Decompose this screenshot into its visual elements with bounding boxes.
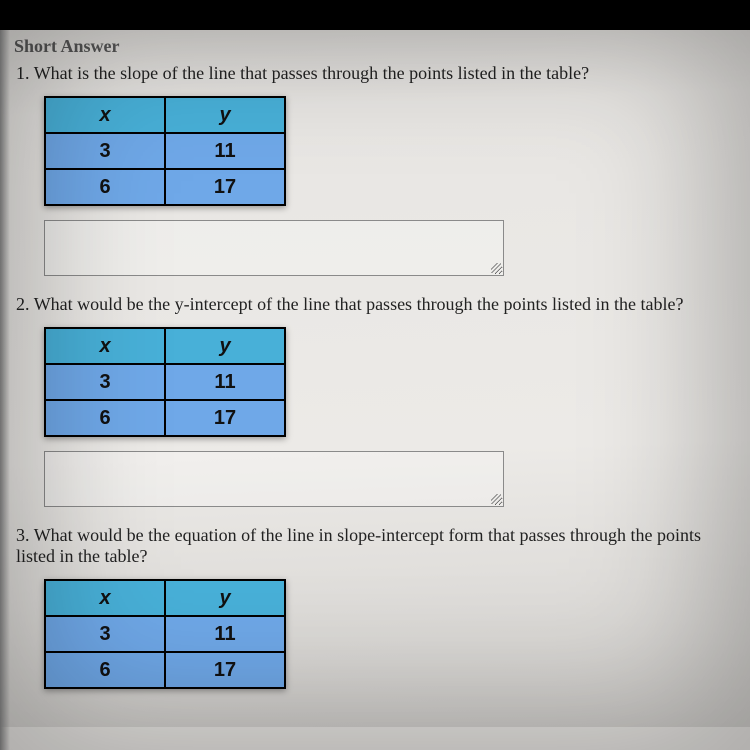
cell-y-1: 17 (165, 400, 285, 436)
section-title: Short Answer (14, 36, 736, 57)
question-2-text: 2. What would be the y-intercept of the … (16, 294, 736, 315)
data-table: x y 3 11 6 17 (44, 327, 286, 437)
cell-x-1: 6 (45, 169, 165, 205)
col-header-y: y (165, 328, 285, 364)
col-header-x: x (45, 328, 165, 364)
cell-x-0: 3 (45, 133, 165, 169)
question-1-number: 1. (16, 63, 30, 83)
question-2-number: 2. (16, 294, 30, 314)
question-3-table: x y 3 11 6 17 (44, 579, 736, 689)
cell-y-0: 11 (165, 133, 285, 169)
cell-x-1: 6 (45, 652, 165, 688)
col-header-y: y (165, 580, 285, 616)
cell-x-0: 3 (45, 364, 165, 400)
cell-y-0: 11 (165, 364, 285, 400)
data-table: x y 3 11 6 17 (44, 96, 286, 206)
cell-x-0: 3 (45, 616, 165, 652)
col-header-x: x (45, 97, 165, 133)
question-3-number: 3. (16, 525, 30, 545)
answer-input-2[interactable] (44, 451, 504, 507)
question-2: 2. What would be the y-intercept of the … (14, 294, 736, 507)
cell-y-1: 17 (165, 169, 285, 205)
question-2-table: x y 3 11 6 17 (44, 327, 736, 437)
question-3-prompt: What would be the equation of the line i… (16, 525, 701, 566)
col-header-x: x (45, 580, 165, 616)
cell-y-0: 11 (165, 616, 285, 652)
question-1-table: x y 3 11 6 17 (44, 96, 736, 206)
question-1: 1. What is the slope of the line that pa… (14, 63, 736, 276)
question-2-prompt: What would be the y-intercept of the lin… (34, 294, 684, 314)
question-3-text: 3. What would be the equation of the lin… (16, 525, 736, 567)
question-3: 3. What would be the equation of the lin… (14, 525, 736, 689)
question-1-prompt: What is the slope of the line that passe… (34, 63, 589, 83)
answer-input-1[interactable] (44, 220, 504, 276)
worksheet-page: Short Answer 1. What is the slope of the… (0, 30, 750, 727)
data-table: x y 3 11 6 17 (44, 579, 286, 689)
col-header-y: y (165, 97, 285, 133)
window-topbar (0, 0, 750, 30)
cell-y-1: 17 (165, 652, 285, 688)
question-1-text: 1. What is the slope of the line that pa… (16, 63, 736, 84)
cell-x-1: 6 (45, 400, 165, 436)
